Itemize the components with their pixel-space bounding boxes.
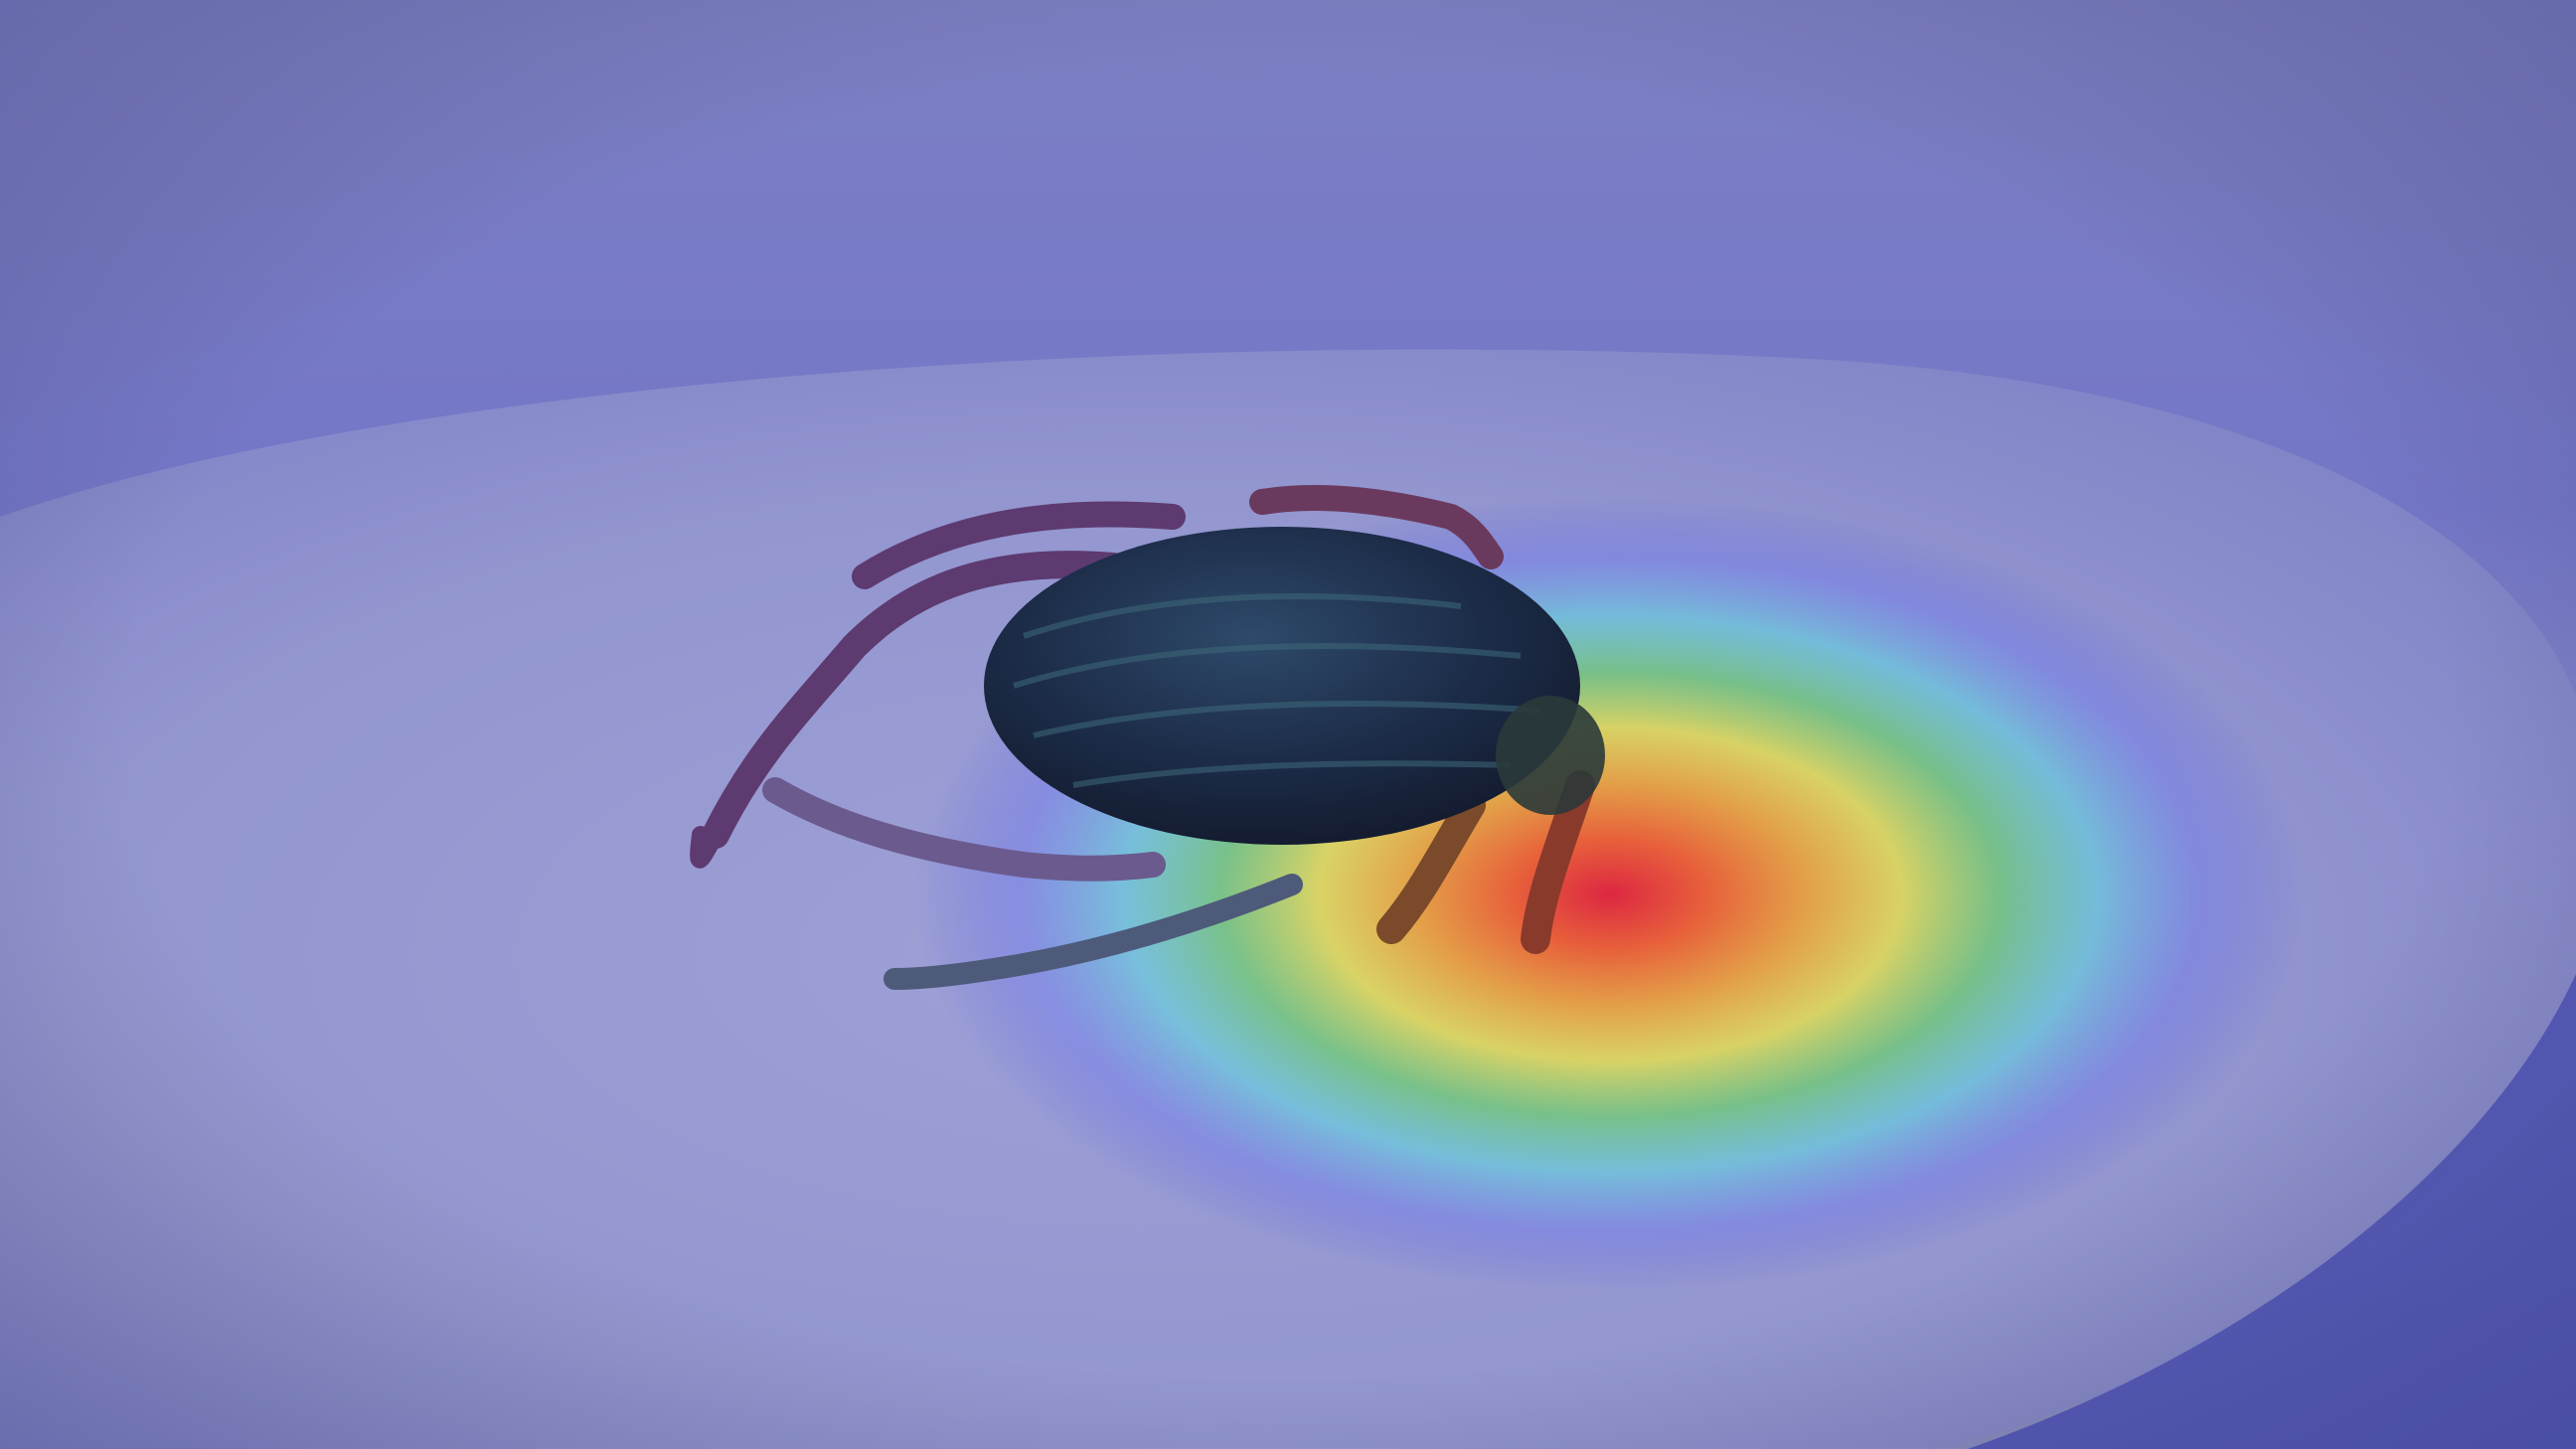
heatmap-photo [0,0,2576,1449]
photo-canvas [0,0,2576,1449]
vignette [0,0,2576,1449]
